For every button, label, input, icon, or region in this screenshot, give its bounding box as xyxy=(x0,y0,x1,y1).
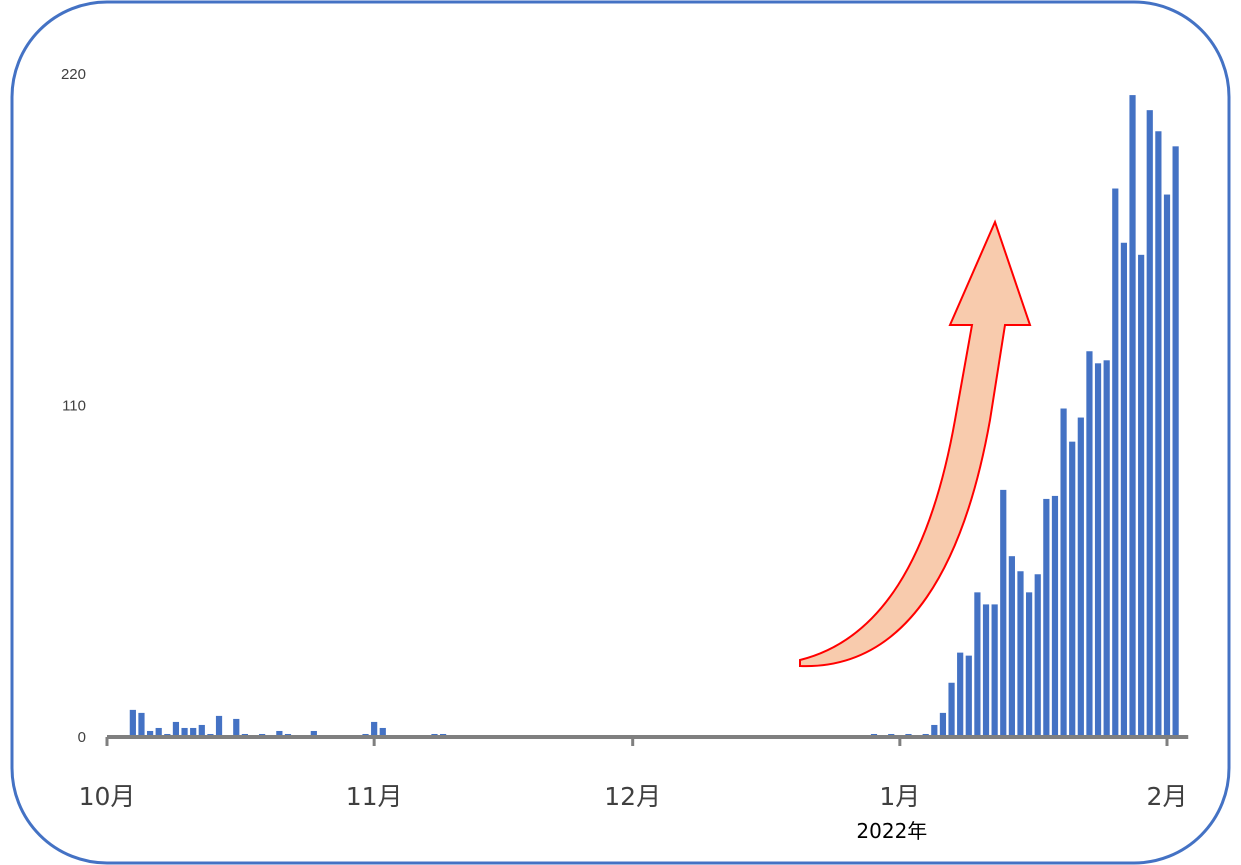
bar-2021-10-12 xyxy=(198,724,205,737)
bar-2021-10-04 xyxy=(129,709,136,737)
bar-2022-01-12 xyxy=(991,604,998,737)
bar-2022-01-18 xyxy=(1043,498,1050,737)
bar-2022-01-21 xyxy=(1069,441,1076,737)
bar-2021-10-11 xyxy=(190,727,197,737)
x-tick-label-2022-01-01: 1月 xyxy=(879,782,920,811)
bar-2022-01-23 xyxy=(1086,351,1093,737)
bar-2021-10-16 xyxy=(233,718,240,737)
bar-2021-10-10 xyxy=(181,727,188,737)
y-axis: 0 110 220 xyxy=(61,66,86,746)
x-year-label: 2022年 xyxy=(856,819,927,843)
bar-2022-01-11 xyxy=(982,604,990,737)
bar-2022-01-16 xyxy=(1026,592,1033,737)
bar-2022-01-26 xyxy=(1112,188,1119,737)
bar-2022-01-22 xyxy=(1077,417,1084,737)
bar-2022-01-05 xyxy=(931,724,938,737)
bar-2022-01-29 xyxy=(1138,254,1145,737)
bar-2021-11-01 xyxy=(371,721,378,737)
trend-arrow xyxy=(799,219,1032,668)
bar-2022-01-07 xyxy=(948,682,955,737)
bar-2022-01-10 xyxy=(974,592,981,737)
bar-2022-01-30 xyxy=(1146,110,1153,737)
bar-2022-01-25 xyxy=(1103,360,1110,737)
bar-2021-10-05 xyxy=(138,712,145,737)
bar-2022-01-14 xyxy=(1008,556,1015,737)
bar-series xyxy=(129,95,1179,738)
bar-2022-01-06 xyxy=(939,712,947,737)
bar-2021-10-06 xyxy=(146,730,154,737)
bar-2021-10-14 xyxy=(215,715,223,737)
y-tick-label-110: 110 xyxy=(62,398,86,415)
bar-2022-01-20 xyxy=(1060,408,1067,737)
y-tick-label-0: 0 xyxy=(78,729,86,746)
bar-2021-10-25 xyxy=(310,730,317,737)
bar-2022-01-28 xyxy=(1129,95,1136,738)
chart-border xyxy=(10,0,1231,865)
bar-2022-01-09 xyxy=(965,655,972,737)
x-tick-label-2021-10-01: 10月 xyxy=(79,782,136,811)
bar-2022-01-15 xyxy=(1017,571,1024,737)
bar-2022-01-19 xyxy=(1051,495,1059,737)
bar-2022-01-13 xyxy=(1000,489,1007,737)
bar-2022-01-27 xyxy=(1120,242,1128,737)
bar-2021-10-07 xyxy=(155,727,162,737)
bar-2022-01-31 xyxy=(1155,131,1162,737)
y-tick-label-220: 220 xyxy=(61,66,86,83)
bar-2022-01-24 xyxy=(1094,363,1102,737)
bar-2021-10-09 xyxy=(172,721,180,737)
bar-2021-10-21 xyxy=(276,730,283,737)
bar-2022-01-17 xyxy=(1034,574,1041,737)
bar-2021-11-02 xyxy=(379,727,386,737)
bar-2022-01-08 xyxy=(957,652,964,737)
x-tick-label-2021-11-01: 11月 xyxy=(346,782,403,811)
bar-2022-02-01 xyxy=(1163,194,1171,738)
x-tick-label-2022-02-01: 2月 xyxy=(1147,782,1188,811)
x-tick-label-2021-12-01: 12月 xyxy=(604,782,661,811)
bar-2022-02-02 xyxy=(1172,146,1179,737)
x-axis: 10月 11月 12月 1月 2月 2022年 xyxy=(79,735,1189,843)
